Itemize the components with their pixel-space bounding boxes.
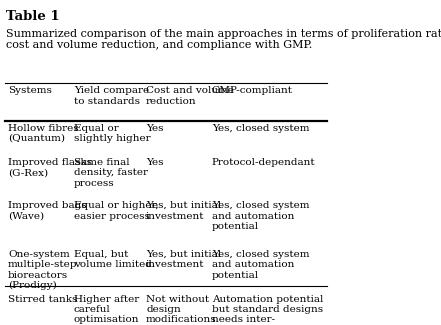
Text: Improved flasks
(G-Rex): Improved flasks (G-Rex): [8, 158, 92, 177]
Text: Equal or higher,
easier process: Equal or higher, easier process: [74, 201, 158, 221]
Text: Yield compare
to standards: Yield compare to standards: [74, 86, 149, 106]
Text: Higher after
careful
optimisation: Higher after careful optimisation: [74, 294, 139, 324]
Text: Yes, closed system
and automation
potential: Yes, closed system and automation potent…: [212, 250, 309, 280]
Text: Table 1: Table 1: [6, 10, 60, 23]
Text: One-system
multiple-step
bioreactors
(Prodigy): One-system multiple-step bioreactors (Pr…: [8, 250, 78, 290]
Text: Automation potential
but standard designs
needs inter-: Automation potential but standard design…: [212, 294, 323, 324]
Text: Yes, closed system
and automation
potential: Yes, closed system and automation potent…: [212, 201, 309, 231]
Text: Yes: Yes: [146, 158, 164, 167]
Text: Yes, closed system: Yes, closed system: [212, 124, 309, 133]
Text: Yes, but initial
investment: Yes, but initial investment: [146, 201, 221, 221]
Text: Protocol-dependant: Protocol-dependant: [212, 158, 315, 167]
Text: Yes: Yes: [146, 124, 164, 133]
Text: Equal, but
volume limited.: Equal, but volume limited.: [74, 250, 155, 269]
Text: Yes, but initial
investment: Yes, but initial investment: [146, 250, 221, 269]
Text: GMP-compliant: GMP-compliant: [212, 86, 293, 95]
Text: Improved bags
(Wave): Improved bags (Wave): [8, 201, 86, 221]
Text: Same final
density, faster
process: Same final density, faster process: [74, 158, 148, 188]
Text: Hollow fibres
(Quantum): Hollow fibres (Quantum): [8, 124, 78, 143]
Text: Summarized comparison of the main approaches in terms of proliferation rate,
cos: Summarized comparison of the main approa…: [6, 29, 441, 50]
Text: Equal or
slightly higher: Equal or slightly higher: [74, 124, 150, 143]
Text: Systems: Systems: [8, 86, 52, 95]
Text: Cost and volume
reduction: Cost and volume reduction: [146, 86, 234, 106]
Text: Stirred tanks: Stirred tanks: [8, 294, 77, 304]
Text: Not without
design
modifications: Not without design modifications: [146, 294, 217, 324]
